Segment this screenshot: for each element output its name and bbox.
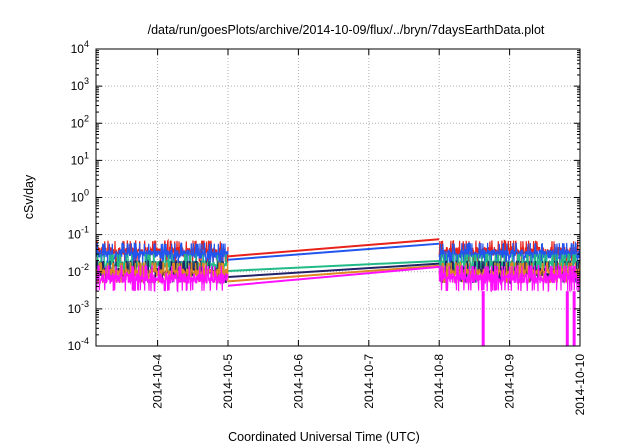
series-5 [95, 263, 581, 293]
y-tick-label: 103 [71, 76, 89, 93]
x-tick-label: 2014-10-7 [362, 354, 376, 409]
series-gap-connector [227, 262, 440, 279]
series-gap-connector [227, 238, 440, 258]
y-tick-label: 10-3 [68, 299, 89, 316]
y-tick-label: 10-4 [68, 336, 89, 353]
x-tick-label: 2014-10-6 [291, 354, 305, 409]
y-tick-label: 102 [71, 113, 89, 130]
series-gap-connector [227, 242, 440, 261]
axis-ticks: 10-4 10-3 10-2 10-1 100 101 102 103 104 2014-10-4… [68, 39, 587, 415]
series-gap-connector [227, 264, 440, 283]
x-axis-label: Coordinated Universal Time (UTC) [228, 430, 420, 444]
y-tick-label: 10-2 [68, 262, 89, 279]
grid [96, 49, 580, 346]
y-axis-label: cSv/day [22, 174, 36, 219]
series-trace-after-gap [438, 264, 581, 293]
y-tick-label: 101 [71, 150, 89, 167]
series-gap-connector [227, 265, 440, 287]
y-tick-label: 100 [71, 188, 89, 205]
series-trace-before-gap [95, 263, 229, 293]
x-tick-label: 2014-10-8 [432, 354, 446, 409]
x-tick-label: 2014-10-5 [221, 354, 235, 409]
y-tick-label: 10-1 [68, 225, 89, 242]
series-trace-after-gap [438, 241, 581, 267]
x-tick-label: 2014-10-4 [151, 354, 165, 409]
y-tick-label: 104 [71, 39, 89, 56]
series-layer [95, 238, 581, 346]
x-tick-label: 2014-10-9 [503, 354, 517, 409]
chart-title: /data/run/goesPlots/archive/2014-10-09/f… [148, 23, 545, 37]
series-gap-connector [227, 259, 440, 272]
x-tick-label: 2014-10-10 [573, 354, 587, 416]
series-trace-before-gap [95, 261, 229, 284]
